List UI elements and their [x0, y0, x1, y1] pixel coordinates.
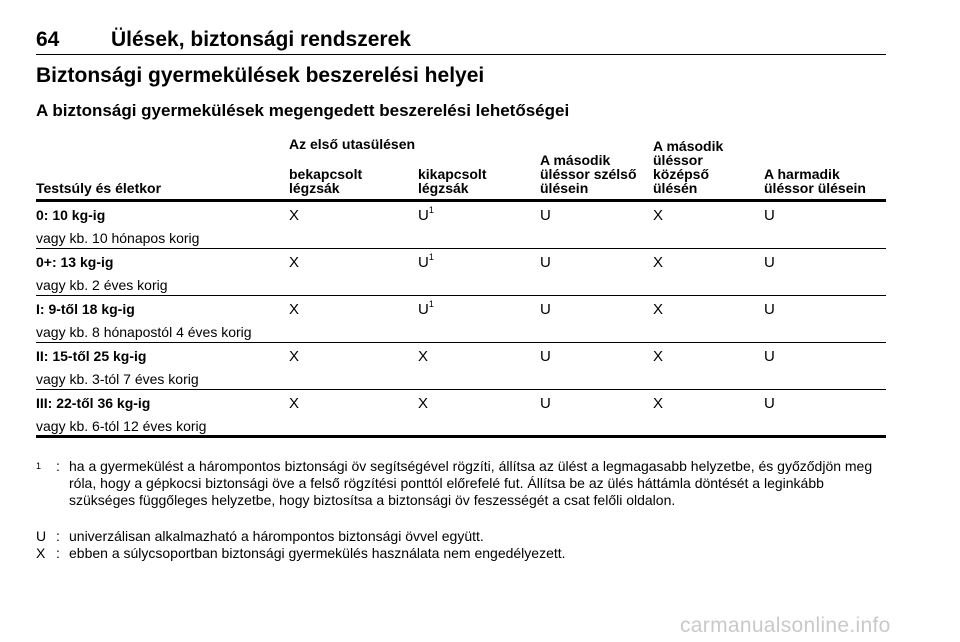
page-title: Biztonsági gyermekülések beszerelési hel…: [36, 64, 485, 87]
footnote-text: ha a gyermekülést a hárompontos biztonsá…: [69, 458, 873, 508]
table-bottom-divider: [36, 435, 886, 438]
cell-value: U: [418, 207, 429, 224]
row-label: II: 15-től 25 kg-ig: [36, 348, 147, 364]
cell-second-row-center: X: [653, 207, 664, 224]
footnote-marker: U: [36, 528, 47, 544]
row-divider: [36, 389, 886, 390]
cell-third-row: U: [764, 301, 775, 318]
cell-airbag-off: U1: [418, 299, 434, 318]
cell-value: X: [418, 395, 429, 412]
table-row: I: 9-től 18 kg-ig vagy kb. 8 hónapostól …: [36, 296, 886, 343]
row-sublabel: vagy kb. 8 hónapostól 4 éves korig: [36, 324, 252, 340]
row-sublabel: vagy kb. 10 hónapos korig: [36, 230, 200, 246]
cell-third-row: U: [764, 254, 775, 271]
row-sublabel: vagy kb. 2 éves korig: [36, 277, 168, 293]
table-row: 0: 10 kg-ig vagy kb. 10 hónapos korig X …: [36, 202, 886, 249]
cell-airbag-off: U1: [418, 252, 434, 271]
cell-second-row-outer: U: [540, 207, 551, 224]
cell-second-row-center: X: [653, 348, 664, 365]
table-row: 0+: 13 kg-ig vagy kb. 2 éves korig X U1 …: [36, 249, 886, 296]
cell-second-row-center: X: [653, 254, 664, 271]
header-divider: [36, 54, 886, 55]
footnote-marker-text: 1: [36, 461, 42, 471]
footnote-ref: 1: [428, 252, 434, 262]
footnote-text: ebben a súlycsoportban biztonsági gyerme…: [69, 545, 566, 561]
watermark: carmanualsonline.info: [680, 614, 891, 637]
footnote-marker: X: [36, 545, 46, 561]
cell-airbag-on: X: [289, 301, 300, 318]
cell-value: U: [418, 301, 429, 318]
footnote-text: univerzálisan alkalmazható a hárompontos…: [69, 528, 484, 544]
cell-value: U: [418, 254, 429, 271]
cell-airbag-off: X: [418, 348, 428, 365]
cell-third-row: U: [764, 207, 775, 224]
row-sublabel: vagy kb. 6-tól 12 éves korig: [36, 418, 207, 434]
column-header-airbag-on: bekapcsolt légzsák: [289, 166, 363, 196]
column-header-weight-age: Testsúly és életkor: [36, 180, 162, 196]
cell-second-row-outer: U: [540, 348, 551, 365]
cell-second-row-outer: U: [540, 254, 551, 271]
table-row: III: 22-től 36 kg-ig vagy kb. 6-tól 12 é…: [36, 390, 886, 438]
footnote-separator: :: [56, 545, 60, 561]
page-number: 64: [36, 28, 60, 51]
row-label: 0+: 13 kg-ig: [36, 254, 114, 270]
cell-airbag-on: X: [289, 348, 300, 365]
cell-airbag-off: U1: [418, 205, 434, 224]
table-header-divider: [36, 199, 886, 202]
column-header-second-row-outer: A második üléssor szélső ülésein: [540, 152, 637, 196]
row-sublabel: vagy kb. 3-tól 7 éves korig: [36, 371, 199, 387]
row-divider: [36, 295, 886, 296]
page-header: 64 Ülések, biztonsági rendszerek: [36, 28, 886, 54]
cell-second-row-outer: U: [540, 395, 551, 412]
cell-third-row: U: [764, 348, 775, 365]
column-header-airbag-off: kikapcsolt légzsák: [418, 166, 487, 196]
column-header-third-row: A harmadik üléssor ülésein: [764, 166, 866, 196]
cell-third-row: U: [764, 395, 775, 412]
row-label: 0: 10 kg-ig: [36, 207, 106, 223]
cell-value: X: [418, 348, 429, 365]
cell-second-row-outer: U: [540, 301, 551, 318]
cell-second-row-center: X: [653, 395, 664, 412]
page-subtitle: A biztonsági gyermekülések megengedett b…: [36, 101, 570, 120]
section-title: Ülések, biztonsági rendszerek: [111, 28, 411, 51]
cell-airbag-off: X: [418, 395, 428, 412]
footnote-marker: 1: [36, 458, 41, 479]
cell-airbag-on: X: [289, 207, 300, 224]
cell-airbag-on: X: [289, 254, 300, 271]
row-divider: [36, 248, 886, 249]
row-label: I: 9-től 18 kg-ig: [36, 301, 135, 317]
table-row: II: 15-től 25 kg-ig vagy kb. 3-tól 7 éve…: [36, 343, 886, 390]
footnote-ref: 1: [428, 299, 434, 309]
footnote-separator: :: [56, 528, 60, 544]
cell-second-row-center: X: [653, 301, 664, 318]
row-divider: [36, 342, 886, 343]
cell-airbag-on: X: [289, 395, 300, 412]
column-header-second-row-center: A második üléssor középső ülésén: [653, 138, 724, 196]
footnote-ref: 1: [428, 205, 434, 215]
row-label: III: 22-től 36 kg-ig: [36, 395, 151, 411]
group-header-front-seat: Az első utasülésen: [289, 136, 416, 152]
footnote-separator: :: [56, 458, 60, 474]
